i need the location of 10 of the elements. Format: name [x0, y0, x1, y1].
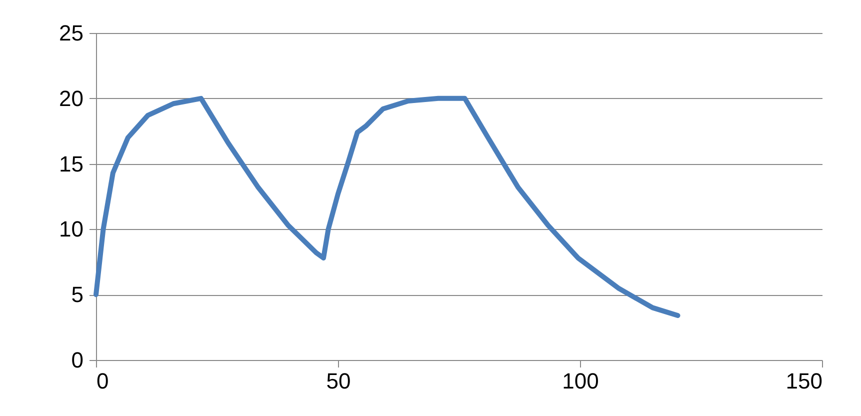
y-tick-label: 10	[59, 216, 84, 242]
x-tick-label: 100	[562, 368, 599, 394]
x-tick-label: 50	[326, 368, 351, 394]
y-tick-label: 20	[59, 86, 84, 111]
x-tick-label: 0	[96, 368, 109, 394]
y-tick-label: 15	[59, 151, 84, 176]
y-tick-label: 5	[71, 282, 84, 308]
x-tick-label: 150	[786, 368, 822, 394]
y-tick-label: 0	[71, 348, 84, 372]
y-tick-label: 25	[59, 20, 84, 46]
